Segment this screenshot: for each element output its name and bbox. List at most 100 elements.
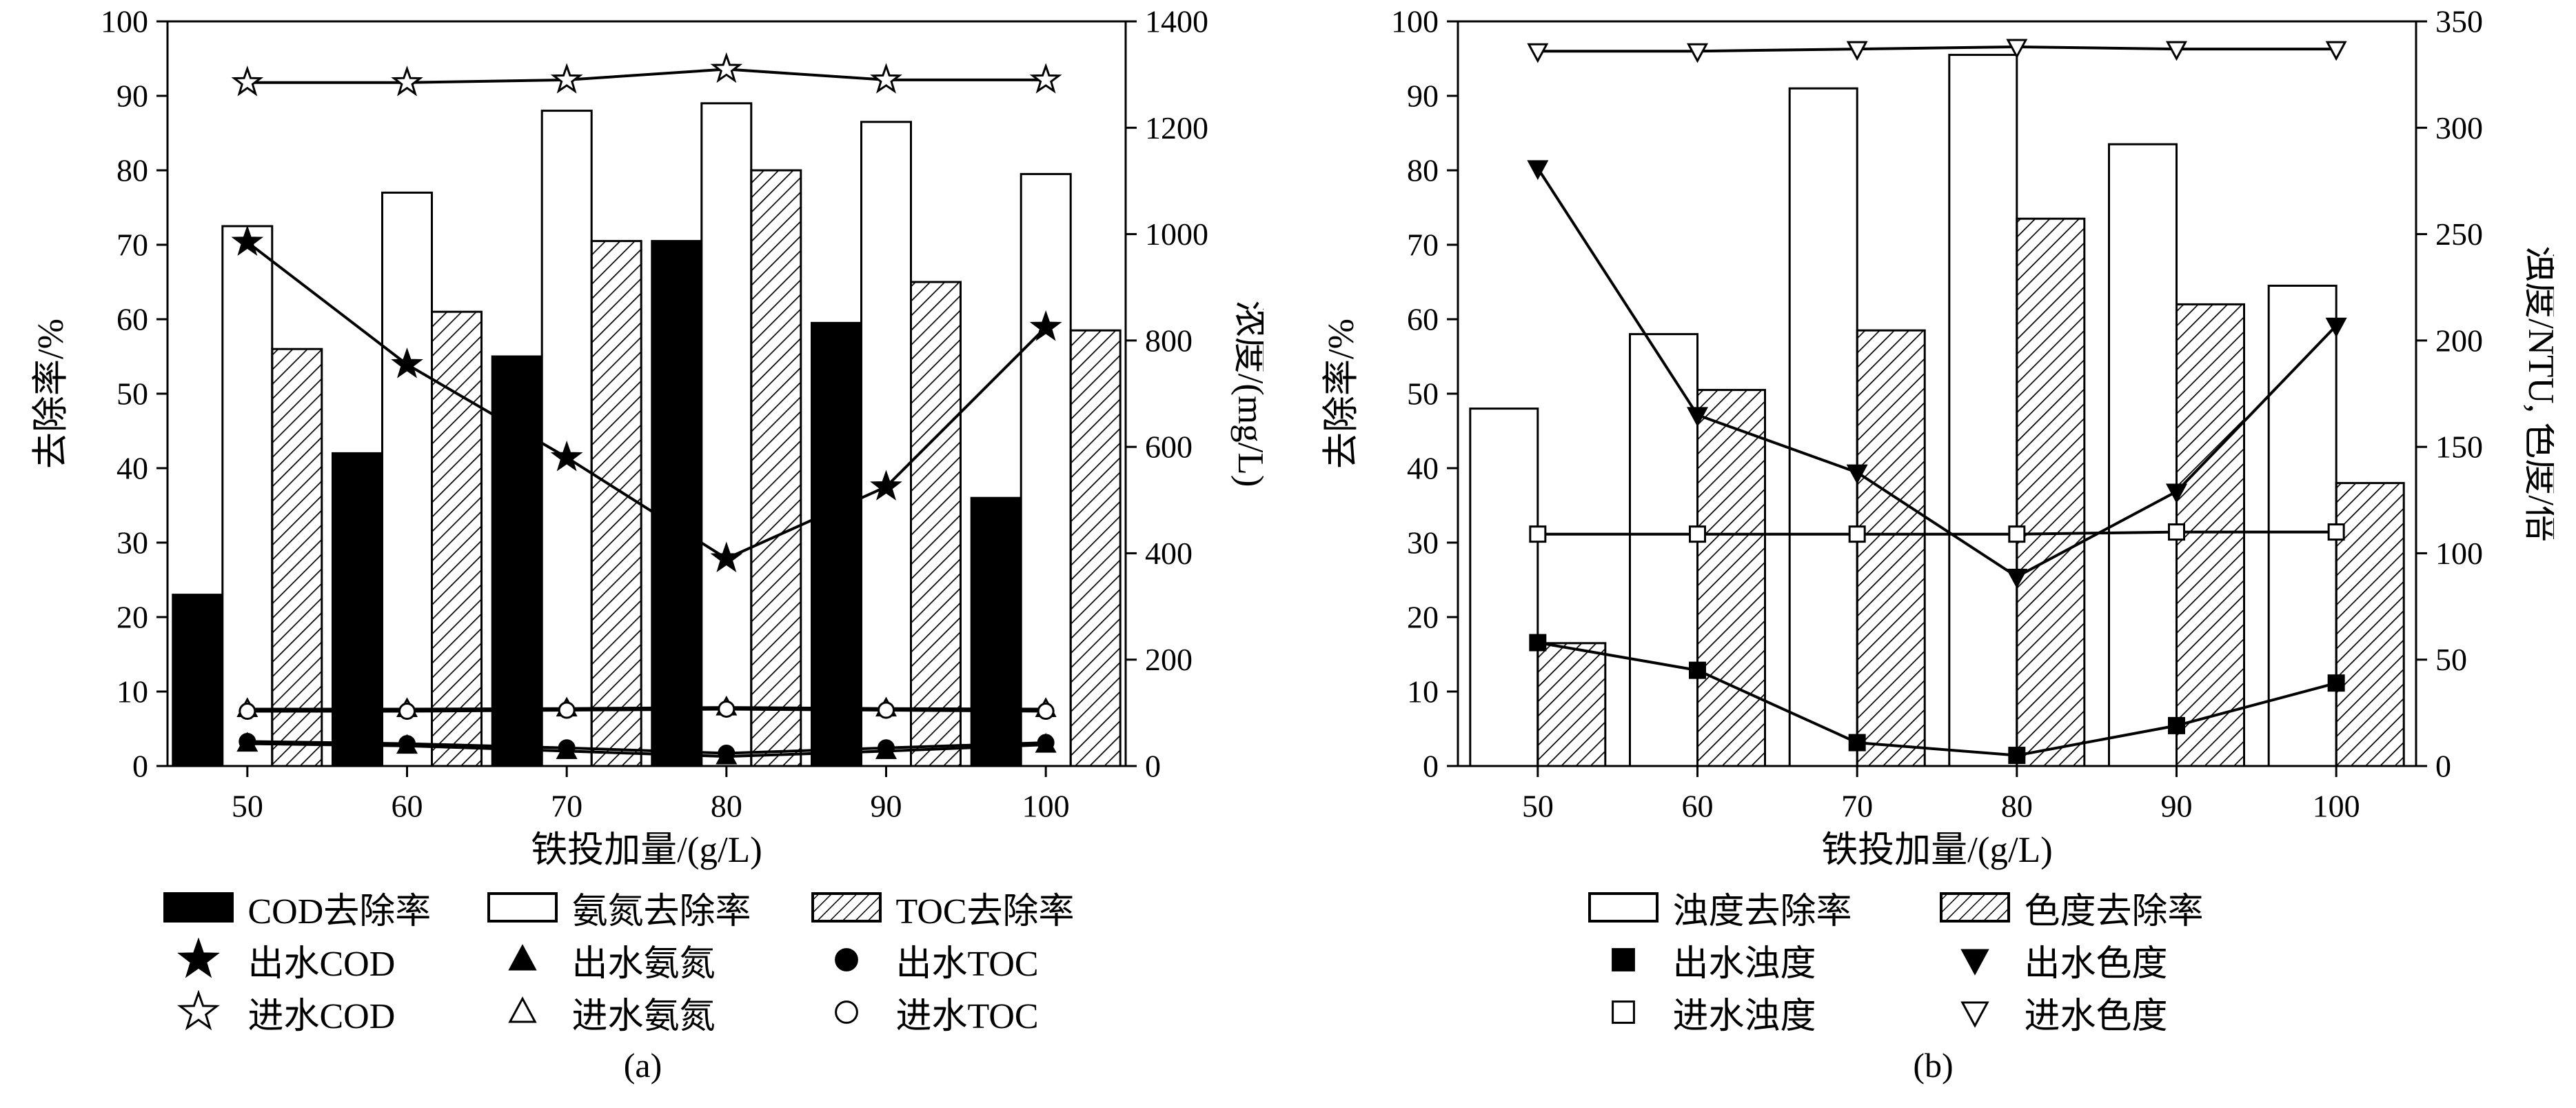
filled-down-triangle-icon (1934, 938, 2016, 982)
svg-text:80: 80 (1407, 153, 1439, 188)
svg-text:0: 0 (1145, 749, 1161, 784)
legend-label-influent-color: 进水色度 (2024, 996, 2168, 1036)
legend-label-influent-turbidity: 进水浊度 (1672, 996, 1816, 1036)
svg-text:80: 80 (2000, 789, 2032, 824)
legend-label-cod-removal: COD去除率 (247, 892, 432, 931)
svg-text:50: 50 (231, 789, 263, 824)
chart-a-plot: 0102030405060708090100020040060080010001… (31, 4, 1264, 870)
svg-text:70: 70 (1407, 228, 1439, 263)
bar-series-toc-removal (270, 169, 1122, 767)
open-triangle-icon (481, 990, 564, 1034)
legend-item-effluent-toc: 出水TOC (805, 934, 1129, 986)
svg-text:100: 100 (101, 4, 148, 39)
svg-text:1200: 1200 (1145, 110, 1208, 145)
svg-text:80: 80 (710, 789, 742, 824)
svg-text:浓度/(mg/L): 浓度/(mg/L) (1230, 301, 1264, 487)
line-series-influent-cod (230, 52, 1062, 97)
line-series-effluent-turbidity (1528, 634, 2345, 765)
svg-text:400: 400 (1145, 536, 1193, 571)
panel-b: 0 10 20 30 40 50 60 70 80 90 100 0 50 100 150 200 250 300… (1297, 4, 2569, 1108)
filled-triangle-icon (481, 938, 564, 982)
line-series-effluent-cod (230, 225, 1062, 573)
open-bar-swatch-icon (481, 889, 564, 926)
filled-star-icon (157, 938, 240, 982)
legend-label-effluent-turbidity: 出水浊度 (1672, 944, 1816, 984)
chart-b-plot: 0 10 20 30 40 50 60 70 80 90 100 0 50 100 150 200 250 300… (1321, 4, 2554, 870)
legend-a: COD去除率 氨氮去除率 TOC去除率 出水COD 出水氨氮 出水TOC (157, 881, 1129, 1038)
solid-bar-swatch-icon (157, 889, 240, 926)
legend-item-influent-nh3n: 进水氨氮 (481, 986, 805, 1038)
svg-text:150: 150 (2435, 430, 2483, 465)
legend-item-influent-color: 进水色度 (1934, 986, 2285, 1038)
svg-text:铁投加量/(g/L): 铁投加量/(g/L) (1821, 830, 2053, 870)
svg-text:200: 200 (2435, 323, 2483, 358)
legend-item-color-removal: 色度去除率 (1934, 881, 2285, 934)
svg-text:70: 70 (116, 228, 148, 263)
svg-text:10: 10 (1407, 674, 1439, 709)
legend-label-influent-nh3n: 进水氨氮 (571, 996, 716, 1036)
panel-a: 0 10 20 30 40 50 60 70 80 90 100 0 200 400 600 800 1000 1… (7, 4, 1279, 1108)
filled-circle-icon (805, 938, 888, 982)
svg-text:250: 250 (2435, 216, 2483, 252)
svg-text:100: 100 (2312, 789, 2360, 824)
legend-b: 浊度去除率 色度去除率 出水浊度 出水色度 进水浊度 进水色度 (1582, 881, 2285, 1038)
svg-text:0: 0 (132, 749, 148, 784)
svg-text:40: 40 (1407, 451, 1439, 486)
svg-text:350: 350 (2435, 4, 2483, 39)
legend-item-influent-cod: 进水COD (157, 986, 481, 1038)
svg-text:1400: 1400 (1145, 4, 1208, 39)
svg-text:60: 60 (1681, 789, 1713, 824)
svg-text:铁投加量/(g/L): 铁投加量/(g/L) (531, 830, 762, 870)
legend-item-effluent-nh3n: 出水氨氮 (481, 934, 805, 986)
bar-series-cod-removal (171, 240, 1022, 767)
svg-text:90: 90 (1407, 79, 1439, 114)
svg-text:去除率/%: 去除率/% (31, 319, 71, 469)
svg-text:70: 70 (551, 789, 582, 824)
open-star-icon (157, 990, 240, 1034)
svg-text:200: 200 (1145, 642, 1193, 677)
open-square-icon (1582, 990, 1665, 1034)
legend-item-effluent-color: 出水色度 (1934, 934, 2285, 986)
svg-text:50: 50 (2435, 642, 2467, 677)
svg-text:70: 70 (1841, 789, 1873, 824)
svg-text:60: 60 (391, 789, 423, 824)
line-series-influent-color (1526, 39, 2347, 63)
line-series-effluent-toc (238, 733, 1055, 762)
legend-item-influent-toc: 进水TOC (805, 986, 1129, 1038)
legend-label-influent-cod: 进水COD (247, 996, 396, 1036)
svg-text:60: 60 (1407, 302, 1439, 337)
svg-text:20: 20 (116, 600, 148, 635)
svg-text:40: 40 (116, 451, 148, 486)
legend-label-influent-toc: 进水TOC (895, 996, 1039, 1036)
svg-text:0: 0 (1423, 749, 1439, 784)
filled-square-icon (1582, 938, 1665, 982)
legend-item-cod-removal: COD去除率 (157, 881, 481, 934)
svg-text:0: 0 (2435, 749, 2451, 784)
svg-text:300: 300 (2435, 110, 2483, 145)
caption-a: (a) (623, 1046, 662, 1085)
svg-text:800: 800 (1145, 323, 1193, 358)
bar-series-turbidity-removal (1468, 54, 2337, 767)
line-series-influent-turbidity (1528, 523, 2345, 543)
legend-item-nh3n-removal: 氨氮去除率 (481, 881, 805, 934)
svg-text:30: 30 (1407, 525, 1439, 561)
legend-label-effluent-color: 出水色度 (2024, 944, 2168, 984)
legend-item-effluent-cod: 出水COD (157, 934, 481, 986)
svg-text:50: 50 (1407, 376, 1439, 412)
open-bar-swatch-icon (1582, 889, 1665, 926)
svg-text:60: 60 (116, 302, 148, 337)
svg-text:50: 50 (1521, 789, 1553, 824)
legend-item-toc-removal: TOC去除率 (805, 881, 1129, 934)
line-series-effluent-color (1526, 160, 2347, 589)
svg-text:100: 100 (1022, 789, 1069, 824)
legend-item-effluent-turbidity: 出水浊度 (1582, 934, 1934, 986)
svg-text:90: 90 (116, 79, 148, 114)
svg-text:100: 100 (2435, 536, 2483, 571)
legend-label-nh3n-removal: 氨氮去除率 (571, 892, 751, 931)
svg-text:1000: 1000 (1145, 216, 1208, 252)
svg-text:10: 10 (116, 674, 148, 709)
svg-text:20: 20 (1407, 600, 1439, 635)
legend-label-effluent-cod: 出水COD (247, 944, 396, 984)
svg-text:600: 600 (1145, 430, 1193, 465)
